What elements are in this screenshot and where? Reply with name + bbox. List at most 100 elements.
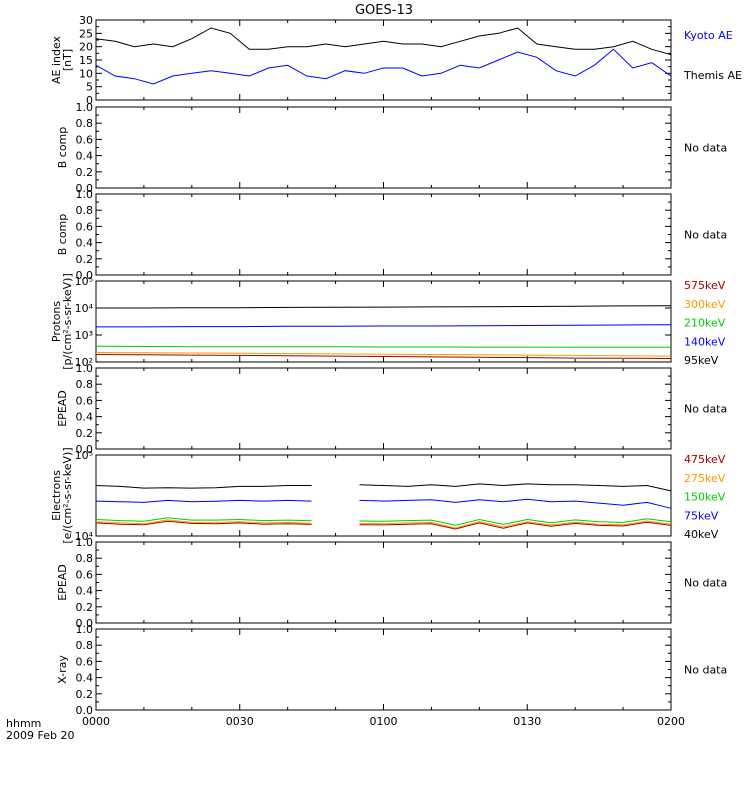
- series-line-kyoto-ae: [95, 27, 672, 56]
- y-tick-label: 0.6: [76, 133, 94, 146]
- series-line-40kev: [359, 483, 672, 492]
- y-tick-label: 0.0: [76, 704, 94, 717]
- y-tick-label: 0.2: [76, 253, 94, 266]
- y-axis-label: EPEAD: [56, 564, 69, 601]
- y-tick-label: 0.0: [76, 269, 94, 282]
- y-tick-label: 0.8: [76, 552, 94, 565]
- legend-entry: 40keV: [684, 528, 719, 541]
- panel-bcomp2: 0.0 0.2 0.4 0.6 0.8 1.0 B comp No data: [56, 188, 727, 282]
- y-tick-label: 0: [86, 94, 93, 107]
- y-axis-label: B comp: [56, 127, 69, 169]
- x-tick-label: 0130: [513, 715, 541, 728]
- no-data-label: No data: [684, 142, 727, 155]
- legend-entry: 95keV: [684, 354, 719, 367]
- series-line-275kev: [95, 519, 312, 525]
- legend-entry: Themis AE: [683, 69, 742, 82]
- y-tick-label: 1.0: [76, 362, 94, 375]
- y-tick-label: 30: [79, 14, 93, 27]
- y-tick-label: 10²: [75, 356, 93, 369]
- y-tick-label: 0.8: [76, 378, 94, 391]
- panel-xray: 0.0 0.2 0.4 0.6 0.8 1.0 X-ray No data: [56, 623, 727, 717]
- no-data-label: No data: [684, 664, 727, 677]
- series-line-75kev: [95, 499, 312, 503]
- series-line-themis-ae: [95, 48, 672, 85]
- y-tick-label: 0.4: [76, 585, 94, 598]
- y-tick-label: 0.8: [76, 639, 94, 652]
- legend-entry: 475keV: [684, 453, 726, 466]
- y-tick-label: 1.0: [76, 536, 94, 549]
- x-tick-label: 0100: [370, 715, 398, 728]
- y-tick-label: 0.4: [76, 150, 94, 163]
- y-tick-label: 10⁴: [75, 302, 94, 315]
- y-axis-label: B comp: [56, 214, 69, 256]
- panel-frame: [95, 628, 672, 711]
- legend-entry: 140keV: [684, 335, 726, 348]
- series-line-475kev: [95, 520, 312, 526]
- y-tick-label: 10⁵: [75, 275, 93, 288]
- y-tick-label: 0.4: [76, 237, 94, 250]
- y-axis-label: Protons: [50, 301, 63, 342]
- y-tick-label: 0.6: [76, 220, 94, 233]
- y-tick-label: 5: [86, 81, 93, 94]
- y-tick-label: 0.2: [76, 166, 94, 179]
- x-tick-label: 0030: [226, 715, 254, 728]
- series-line-300kev: [95, 352, 672, 357]
- legend-entry: 210keV: [684, 317, 726, 330]
- y-tick-label: 0.2: [76, 601, 94, 614]
- legend-entry: 75keV: [684, 509, 719, 522]
- legend-entry: 275keV: [684, 472, 726, 485]
- legend-entry: 575keV: [684, 279, 726, 292]
- y-tick-label: 0.4: [76, 411, 94, 424]
- panel-frame: [95, 106, 672, 189]
- no-data-label: No data: [684, 229, 727, 242]
- series-line-275kev: [359, 520, 672, 529]
- y-tick-label: 0.0: [76, 617, 94, 630]
- y-tick-label: 15: [79, 54, 93, 67]
- panel-epead1: 0.0 0.2 0.4 0.6 0.8 1.0 EPEAD No data: [56, 362, 727, 456]
- x-tick-label: 0000: [82, 715, 110, 728]
- legend-entry: 150keV: [684, 491, 726, 504]
- no-data-label: No data: [684, 577, 727, 590]
- panel-frame: [95, 19, 672, 101]
- series-line-150kev: [359, 518, 672, 526]
- series-line-475kev: [359, 521, 672, 530]
- legend-entry: 300keV: [684, 298, 726, 311]
- y-tick-label: 1.0: [76, 101, 94, 114]
- y-tick-label: 0.8: [76, 204, 94, 217]
- panel-epead2: 0.0 0.2 0.4 0.6 0.8 1.0 EPEAD No data: [56, 536, 727, 630]
- y-axis-label: AE index: [50, 35, 63, 84]
- panel-electrons: 10⁴ 10⁵ Electrons[e/(cm²-s-sr-keV)] 475keV 2…: [50, 447, 726, 543]
- y-tick-label: 10: [79, 67, 93, 80]
- legend-entry: Kyoto AE: [684, 29, 733, 42]
- series-line-150kev: [95, 517, 312, 522]
- series-line-75kev: [359, 498, 672, 509]
- panel-protons: 10² 10³ 10⁴ 10⁵ Protons[p/(cm²-s-sr-keV)] 575…: [50, 273, 726, 370]
- y-axis-label: [nT]: [61, 49, 74, 71]
- y-tick-label: 10³: [75, 329, 93, 342]
- y-tick-label: 0.2: [76, 427, 94, 440]
- time-label-hhmm: hhmm: [6, 717, 41, 730]
- no-data-label: No data: [684, 403, 727, 416]
- panel-frame: [95, 367, 672, 450]
- y-tick-label: 0.6: [76, 568, 94, 581]
- series-line-40kev: [95, 485, 312, 489]
- y-tick-label: 0.6: [76, 394, 94, 407]
- series-line-575kev: [95, 354, 672, 359]
- panel-frame: [95, 193, 672, 276]
- y-axis-label: X-ray: [56, 655, 69, 684]
- panel-bcomp1: 0.0 0.2 0.4 0.6 0.8 1.0 B comp No data: [56, 101, 727, 195]
- y-tick-label: 1.0: [76, 623, 94, 636]
- y-tick-label: 0.8: [76, 117, 94, 130]
- y-axis-label: Electrons: [50, 470, 63, 521]
- y-tick-label: 25: [79, 27, 93, 40]
- series-line-95kev: [96, 305, 672, 309]
- time-label-date: 2009 Feb 20: [6, 729, 74, 742]
- y-tick-label: 10⁴: [75, 530, 94, 543]
- chart-title: GOES-13: [355, 3, 413, 18]
- y-tick-label: 20: [79, 41, 93, 54]
- y-tick-label: 1.0: [76, 188, 94, 201]
- y-axis-label: [e/(cm²-s-sr-keV)]: [61, 447, 74, 543]
- series-line-210kev: [95, 345, 671, 348]
